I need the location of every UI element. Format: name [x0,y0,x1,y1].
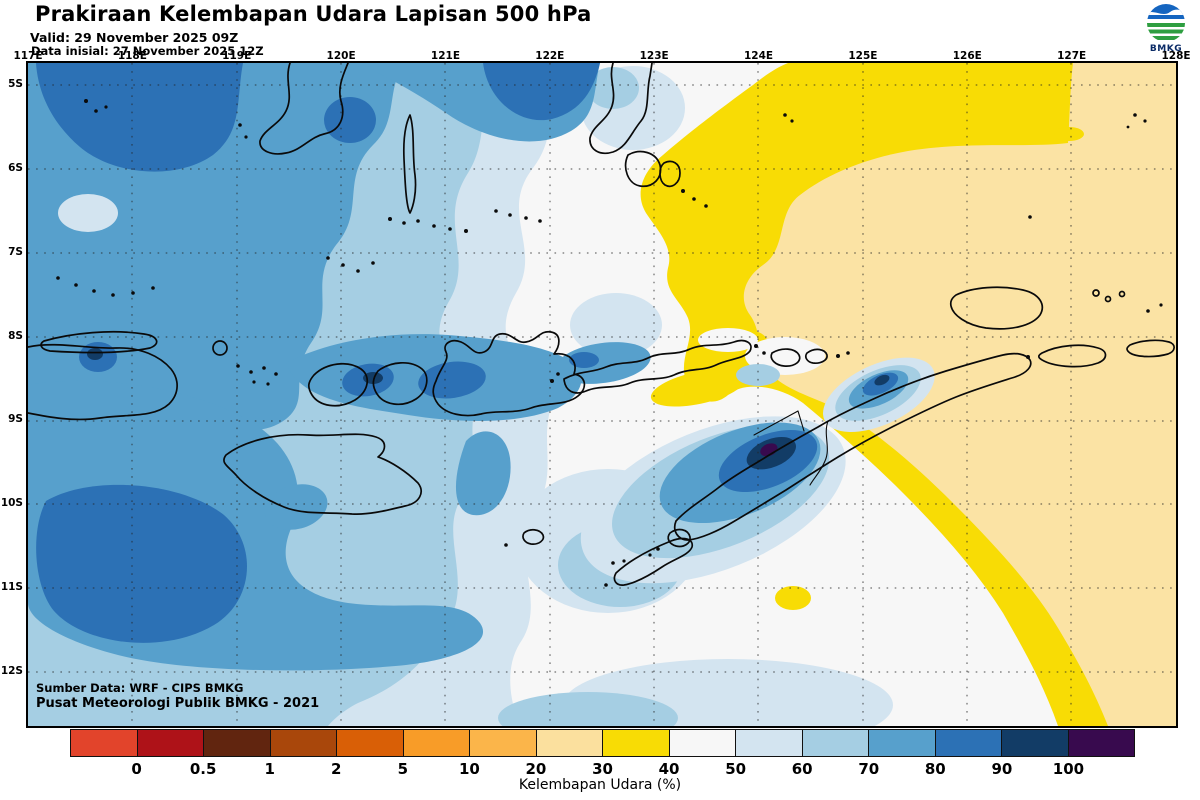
bmkg-logo: BMKG [1140,2,1192,56]
colorbar-segment [1068,730,1134,756]
timor-border-2 [753,410,805,436]
map-frame: Sumber Data: WRF - CIPS BMKG Pusat Meteo… [26,61,1178,728]
colorbar-segment [137,730,204,756]
humidity-field [28,63,1176,726]
colorbar-tick: 0 [131,760,142,778]
colorbar-tick: 1 [264,760,275,778]
lon-tick-label: 120E [326,50,356,62]
colorbar-segment [869,730,936,756]
coastline-madura [40,330,158,354]
lon-tick-label: 128E [1161,50,1191,62]
colorbar-tick: 2 [331,760,342,778]
small-islands [56,99,1163,587]
colorbar-tick: 0.5 [189,760,217,778]
lat-tick-label: 5S [8,78,23,90]
colorbar-segment [270,730,337,756]
colorbar-tick: 80 [924,760,946,778]
graticule-grid [28,63,1176,726]
lat-tick-label: 6S [8,161,23,174]
coastline-bali [308,362,369,407]
colorbar-segment [736,730,803,756]
coastline-java [28,343,178,421]
lat-tick-label: 12S [0,664,23,677]
colorbar-caption: Kelembapan Udara (%) [518,777,682,793]
coastline-sulawesi-sw [259,63,349,155]
coastline-alor [770,348,801,367]
coastline-wetar [1038,344,1107,368]
colorbar-tick: 70 [858,760,880,778]
coastline-timor [673,352,1032,541]
lat-tick-label: 9S [8,413,23,426]
coastline-muna-buton [624,150,662,188]
page-title: Prakiraan Kelembapan Udara Lapisan 500 h… [35,2,592,26]
colorbar-tick: 5 [397,760,409,778]
coastline-sumbawa [432,330,586,417]
lat-tick-label: 7S [8,245,23,258]
coastline-selayar [402,114,417,214]
coastline-semau [667,528,691,548]
colorbar-tick: 20 [525,760,547,778]
colorbar-segment [337,730,404,756]
colorbar-tick: 40 [658,760,680,778]
colorbar-segment [403,730,470,756]
colorbar-tick: 10 [458,760,480,778]
coastline-flores [563,339,752,394]
issuer-line: Pusat Meteorologi Publik BMKG - 2021 [36,696,320,711]
colorbar-segment [935,730,1002,756]
lon-tick-label: 123E [639,50,669,62]
colorbar-segment [470,730,537,756]
lon-tick-label: 119E [222,50,252,62]
coastline-sulawesi-se [589,63,653,155]
lat-tick-label: 8S [8,329,23,342]
colorbar-tick: 100 [1052,760,1085,778]
colorbar-tick: 50 [725,760,747,778]
lon-tick-label: 121E [430,50,460,62]
humidity-map [28,63,1176,726]
colorbar-tick-labels: 0 0.5 1 2 5 10 20 30 40 50 60 70 80 90 100 [0,760,1200,780]
colorbar-segment [1002,730,1069,756]
bmkg-logo-icon [1147,4,1185,42]
lon-tick-label: 124E [744,50,774,62]
colorbar-segment [802,730,869,756]
colorbar-tick: 30 [592,760,613,778]
lon-tick-label: 118E [117,50,147,62]
coastlines [28,63,1175,586]
bmkg-logo-text: BMKG [1149,44,1183,54]
colorbar-segment [204,730,271,756]
colorbar-tick: 60 [791,760,813,778]
colorbar-tick: 90 [991,760,1013,778]
coastline-savu [522,529,545,545]
lon-tick-label: 125E [848,50,878,62]
timor-border [809,420,829,486]
coastline-rote [613,537,694,586]
coastline-buru [949,286,1044,330]
lon-tick-label: 122E [535,50,565,62]
data-source-line: Sumber Data: WRF - CIPS BMKG [36,681,244,695]
lon-tick-label: 117E [13,50,43,62]
coastline-sumba [223,433,422,515]
humidity-colorbar [70,729,1135,757]
colorbar-segment [603,730,670,756]
lat-tick-label: 11S [0,581,23,594]
lon-tick-label: 127E [1057,50,1087,62]
colorbar-segment [71,730,138,756]
colorbar-segment [669,730,736,756]
valid-time-label: Valid: 29 November 2025 09Z [30,30,239,45]
coastline-lombok [372,362,428,406]
init-time-label: Data inisial: 27 November 2025 12Z [31,44,264,58]
coastline-seram [1126,339,1175,358]
lat-tick-label: 10S [0,497,23,510]
lon-tick-label: 126E [952,50,982,62]
colorbar-segment [536,730,603,756]
